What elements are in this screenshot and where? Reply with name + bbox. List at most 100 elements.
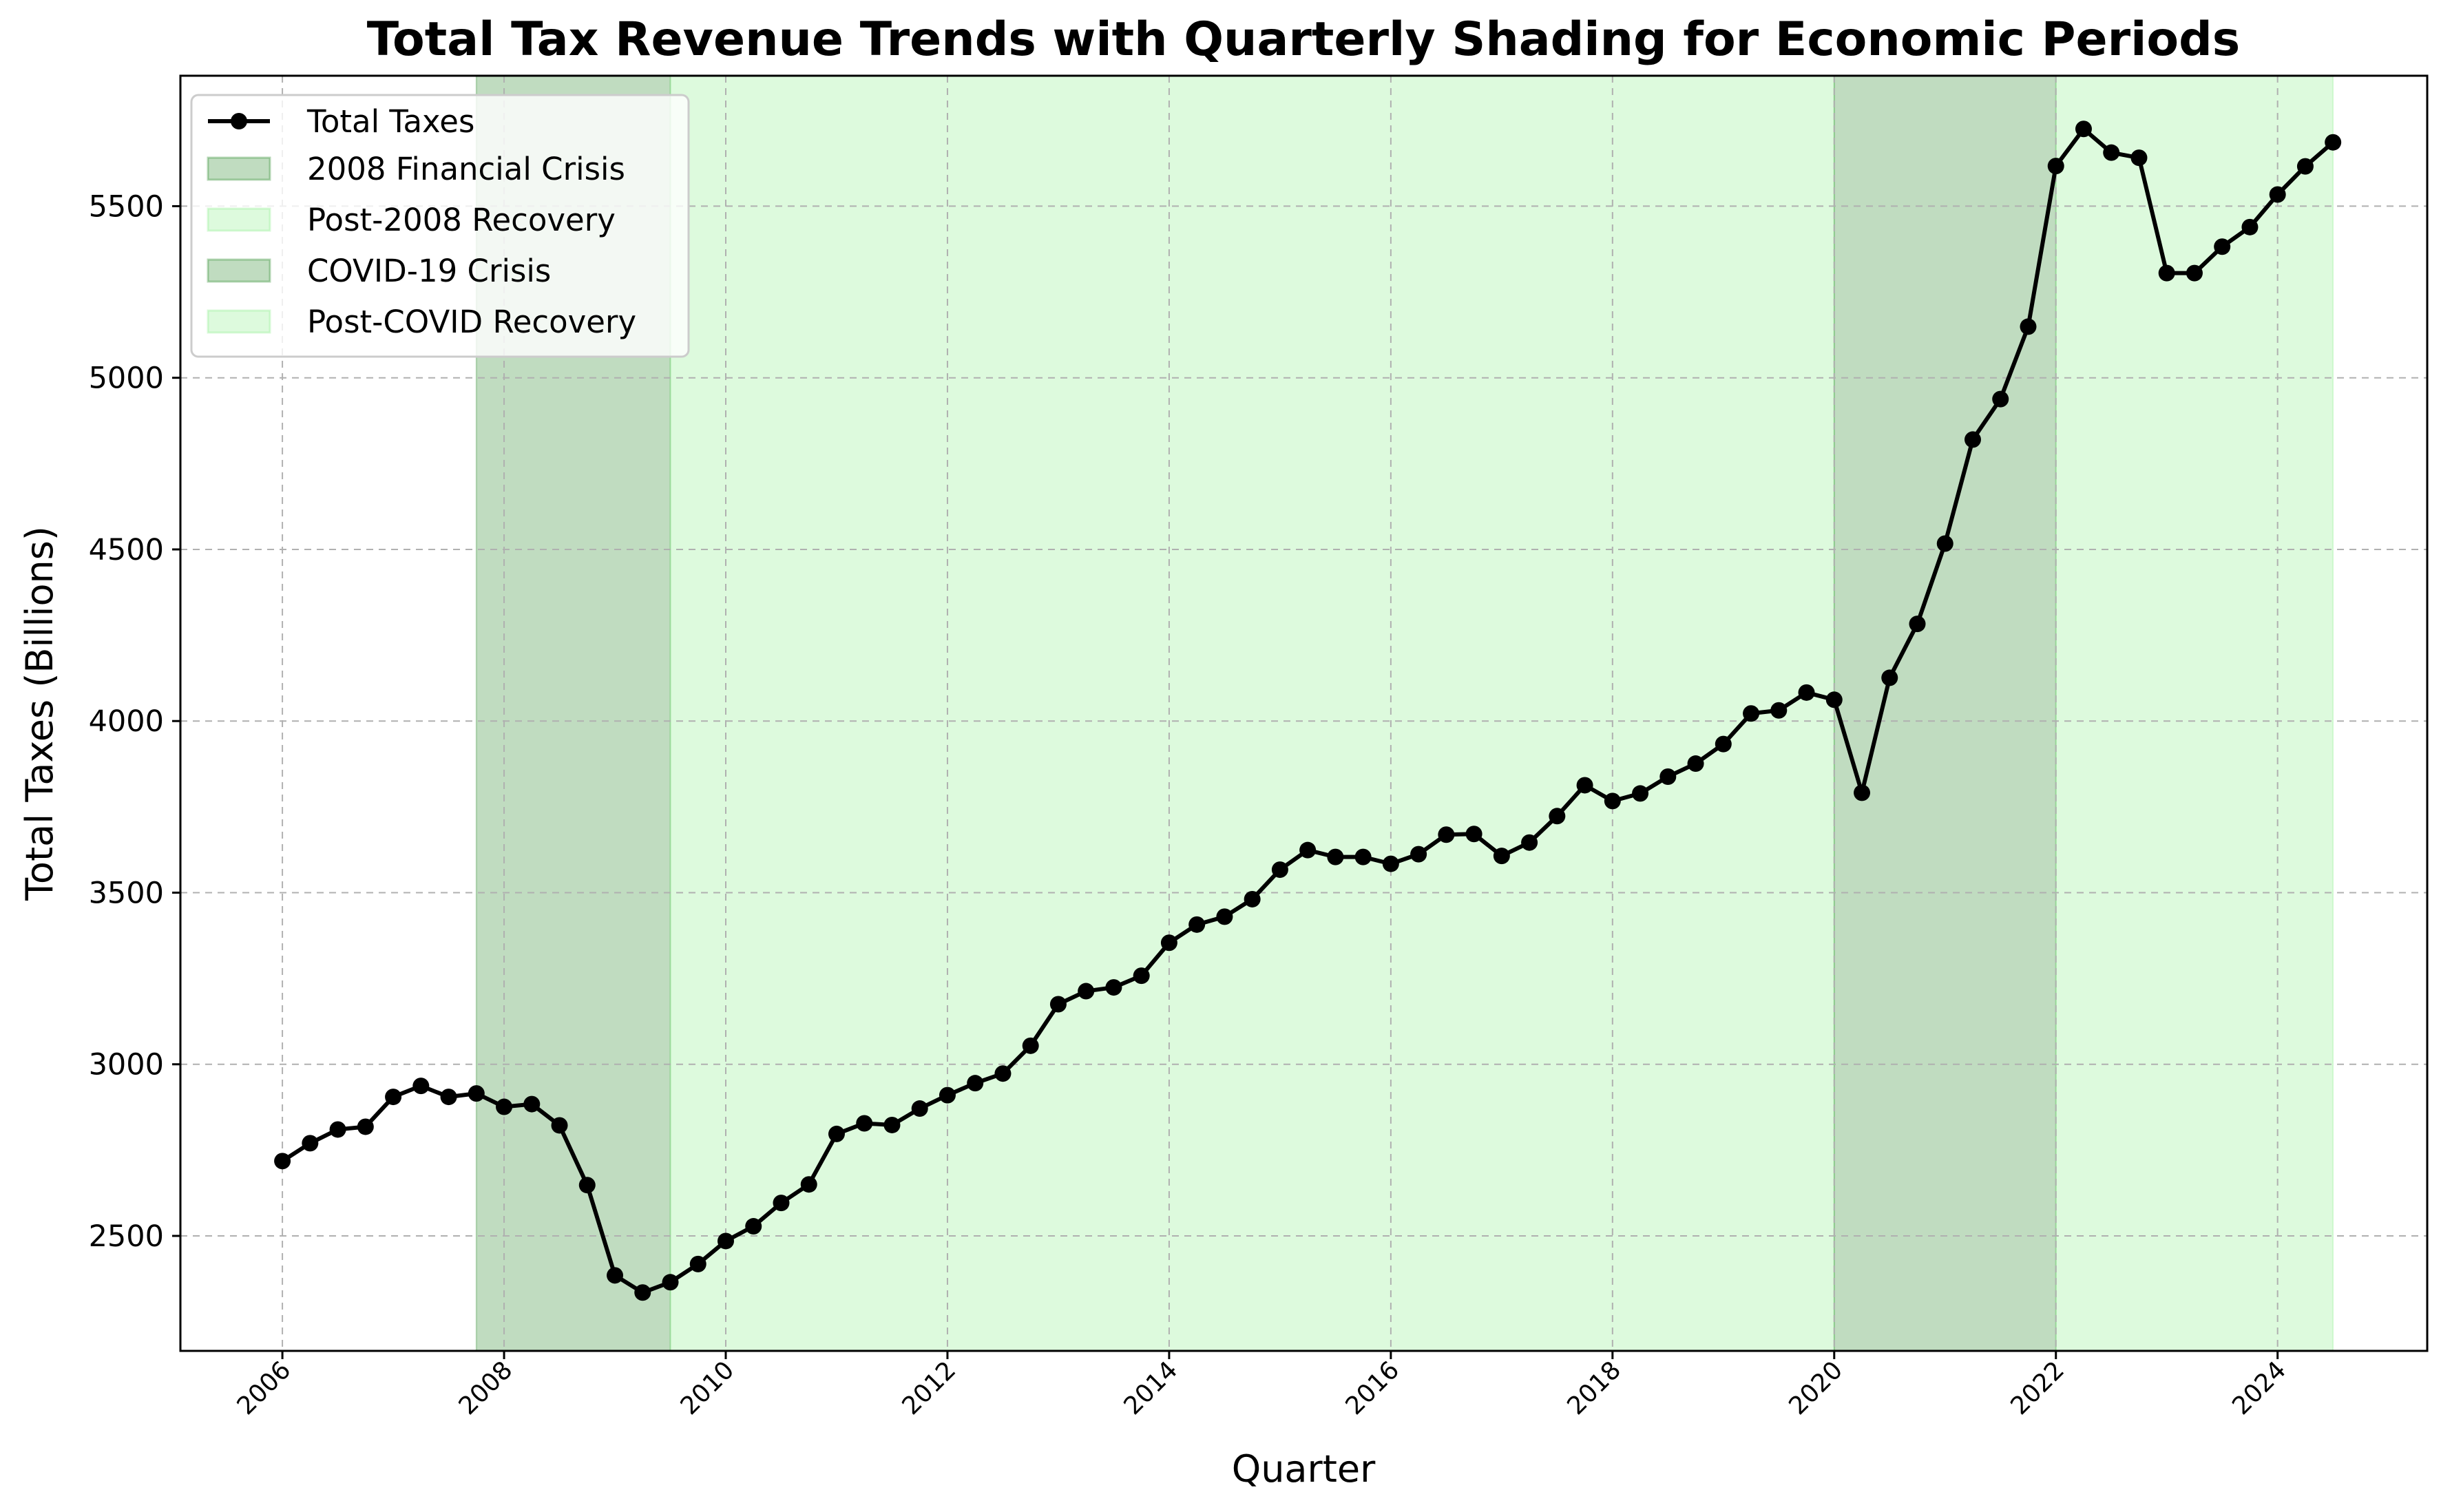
- y-tick-label: 5000: [89, 361, 164, 396]
- data-point: [2214, 238, 2231, 255]
- data-point: [523, 1095, 541, 1113]
- x-tick-label: 2010: [675, 1356, 740, 1420]
- data-point: [1549, 808, 1566, 825]
- data-point: [607, 1267, 624, 1284]
- gridlines: [180, 76, 2427, 1351]
- data-point: [1909, 616, 1926, 633]
- band-post-covid-recovery: [2055, 75, 2334, 1352]
- data-point: [1382, 855, 1399, 872]
- x-tick-label: 2014: [1118, 1356, 1183, 1420]
- data-point: [1936, 535, 1953, 552]
- data-point: [1825, 691, 1843, 708]
- x-tick-label: 2020: [1783, 1356, 1848, 1420]
- data-point: [1687, 755, 1704, 773]
- data-point: [1604, 792, 1621, 810]
- data-point: [939, 1086, 956, 1104]
- data-point: [2047, 158, 2064, 175]
- legend-label-covid-crisis: COVID-19 Crisis: [307, 253, 551, 289]
- data-point: [1798, 684, 1815, 701]
- band-post-2008-recovery: [669, 75, 1835, 1352]
- data-point: [773, 1195, 790, 1212]
- data-point: [1105, 979, 1122, 996]
- x-axis-label: Quarter: [1232, 1447, 1376, 1491]
- plot-frame: [179, 74, 2429, 1352]
- data-point: [1465, 826, 1483, 843]
- legend-label-post-covid-recovery: Post-COVID Recovery: [307, 304, 636, 340]
- x-tick-label: 2016: [1340, 1356, 1405, 1420]
- y-tick-label: 4500: [89, 533, 164, 567]
- shaded-periods: [475, 75, 2334, 1352]
- data-point: [1770, 702, 1788, 719]
- data-point: [2241, 218, 2259, 235]
- x-tick-label: 2024: [2227, 1356, 2292, 1420]
- data-point: [274, 1153, 291, 1170]
- legend-swatch-financial-crisis: [207, 156, 271, 181]
- legend-swatch-covid-crisis: [207, 258, 271, 283]
- data-point: [496, 1098, 513, 1115]
- data-point: [1299, 841, 1317, 859]
- x-tick-label: 2006: [232, 1356, 297, 1420]
- data-point: [468, 1085, 485, 1102]
- data-point: [1078, 983, 1095, 1000]
- data-point: [2269, 186, 2286, 203]
- data-point: [1493, 848, 1510, 865]
- data-point: [1410, 846, 1427, 863]
- data-point: [2158, 264, 2175, 282]
- data-point: [800, 1176, 817, 1193]
- chart-title: Total Tax Revenue Trends with Quarterly …: [367, 12, 2241, 67]
- data-point: [1216, 908, 1233, 925]
- data-point: [551, 1117, 568, 1134]
- data-point: [1244, 890, 1261, 907]
- y-tick-label: 3000: [89, 1048, 164, 1082]
- data-point: [662, 1274, 679, 1291]
- x-tick-label: 2008: [454, 1356, 518, 1420]
- data-point: [1521, 834, 1538, 851]
- legend-label-post-2008-recovery: Post-2008 Recovery: [307, 202, 616, 238]
- y-tick-label: 3500: [89, 876, 164, 910]
- data-point: [329, 1121, 346, 1138]
- data-point: [1659, 768, 1677, 785]
- data-point: [1438, 826, 1455, 843]
- data-point: [1160, 934, 1177, 952]
- data-point: [1133, 967, 1150, 985]
- data-point: [578, 1177, 596, 1194]
- data-point: [1854, 784, 1871, 801]
- data-point: [634, 1284, 651, 1301]
- data-point: [745, 1218, 762, 1235]
- data-point: [1992, 390, 2009, 408]
- data-point: [357, 1118, 374, 1135]
- data-point: [2103, 144, 2120, 161]
- legend-label-total-taxes: Total Taxes: [306, 103, 474, 140]
- x-tick-label: 2018: [1562, 1356, 1626, 1420]
- data-point: [440, 1089, 457, 1106]
- data-point: [2130, 149, 2148, 167]
- data-point: [2325, 134, 2342, 151]
- data-point: [1022, 1037, 1039, 1054]
- legend-label-financial-crisis: 2008 Financial Crisis: [307, 151, 625, 187]
- data-point: [2075, 120, 2092, 138]
- data-point: [883, 1116, 901, 1133]
- data-point: [689, 1255, 706, 1272]
- y-tick-label: 4000: [89, 704, 164, 739]
- data-point: [1271, 861, 1288, 879]
- legend: Total Taxes 2008 Financial Crisis Post-2…: [190, 94, 690, 358]
- legend-marker-total-taxes: [231, 113, 247, 129]
- data-point: [1188, 916, 1206, 933]
- data-point: [1743, 705, 1760, 722]
- legend-swatch-post-covid-recovery: [207, 309, 271, 334]
- data-point: [1632, 785, 1649, 802]
- data-point: [1354, 848, 1372, 865]
- data-point: [828, 1125, 845, 1142]
- data-point: [1964, 431, 1981, 448]
- data-point: [856, 1115, 873, 1132]
- x-tick-label: 2012: [897, 1356, 962, 1420]
- band-covid-19-crisis: [1833, 75, 2057, 1352]
- data-point: [994, 1065, 1012, 1082]
- data-point: [967, 1075, 984, 1092]
- data-point: [412, 1078, 430, 1095]
- data-point: [2020, 318, 2037, 335]
- y-tick-label: 5500: [89, 189, 164, 224]
- legend-swatch-post-2008-recovery: [207, 207, 271, 232]
